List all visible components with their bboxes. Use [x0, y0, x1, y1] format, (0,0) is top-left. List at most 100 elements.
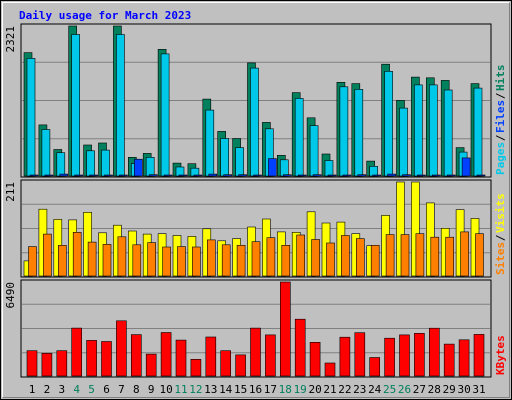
legend-separator: /: [494, 134, 507, 141]
day-label: 9: [148, 383, 155, 396]
sites-bar: [117, 236, 127, 277]
sites-bar: [341, 235, 350, 277]
visits-bar: [396, 181, 405, 277]
pages-bar: [104, 174, 113, 177]
day-label: 22: [338, 383, 351, 396]
kbytes-bar: [399, 334, 410, 377]
day-label: 5: [88, 383, 95, 396]
files-bar: [294, 98, 304, 177]
files-bar: [473, 87, 483, 177]
kbytes-bar: [384, 337, 395, 377]
files-bar: [339, 86, 349, 177]
day-label: 13: [204, 383, 217, 396]
legend-hits: Hits: [494, 65, 507, 92]
legend-kbytes: KBytes: [494, 335, 507, 375]
kbytes-bar: [116, 320, 127, 377]
pages-bar: [461, 157, 471, 177]
files-bar: [175, 166, 185, 177]
day-label: 8: [133, 383, 140, 396]
sites-bar: [415, 233, 425, 277]
visits-bar: [411, 181, 420, 277]
y-max-label: 6490: [4, 282, 17, 309]
pages-bar: [178, 174, 188, 177]
sites-bar: [72, 232, 82, 277]
day-label: 29: [443, 383, 456, 396]
sites-bar: [28, 246, 37, 277]
day-label: 6: [103, 383, 110, 396]
kbytes-bar: [354, 332, 366, 377]
day-label: 20: [308, 383, 321, 396]
sites-bar: [177, 246, 186, 277]
pages-bar: [342, 174, 352, 177]
files-bar: [309, 125, 319, 177]
files-bar: [384, 71, 393, 177]
day-label: 2: [44, 383, 51, 396]
legend-visits: Visits: [494, 193, 507, 233]
day-label: 28: [428, 383, 441, 396]
kbytes-bar: [309, 341, 321, 377]
files-bar: [116, 34, 125, 177]
day-label: 17: [264, 383, 277, 396]
pages-bar: [282, 174, 292, 177]
kbytes-bar: [131, 334, 142, 377]
sites-bar: [370, 245, 380, 277]
pages-bar: [44, 174, 54, 177]
sites-bar: [385, 234, 395, 277]
sites-bar: [251, 241, 261, 277]
day-label: 27: [413, 383, 426, 396]
kbytes-bar: [56, 350, 68, 377]
files-bar: [414, 84, 423, 177]
files-bar: [71, 34, 80, 177]
legend-sites: Sites: [494, 242, 507, 275]
pages-bar: [446, 174, 456, 177]
legend-separator: /: [494, 234, 507, 241]
pages-bar: [193, 174, 203, 177]
sites-bar: [102, 244, 112, 277]
files-bar: [220, 138, 229, 177]
sites-bar: [43, 233, 52, 277]
kbytes-bar: [86, 340, 97, 377]
pages-bar: [148, 174, 158, 177]
kbytes-bar: [443, 343, 455, 377]
chart-title: Daily usage for March 2023: [19, 9, 191, 22]
kbytes-bar: [220, 350, 231, 377]
kbytes-bar: [101, 341, 112, 377]
y-max-label: 211: [4, 182, 17, 202]
kbytes-bar: [145, 353, 157, 377]
pages-bar: [312, 174, 322, 177]
sites-bar: [326, 242, 335, 277]
sites-bar: [281, 245, 291, 277]
sites-bar: [296, 234, 306, 277]
day-label: 31: [472, 383, 485, 396]
files-bar: [443, 89, 453, 177]
pages-bar: [223, 174, 232, 177]
files-bar: [235, 147, 244, 177]
sites-bar: [355, 238, 365, 277]
legend-pages: Pages: [494, 142, 507, 175]
pages-bar: [431, 174, 441, 177]
sites-bar: [221, 244, 231, 277]
sites-bar: [445, 236, 455, 277]
kbytes-bar: [339, 336, 351, 377]
files-bar: [56, 152, 66, 177]
pages-bar: [74, 174, 83, 177]
files-bar: [101, 149, 110, 177]
files-bar: [41, 129, 51, 177]
day-label: 7: [118, 383, 125, 396]
day-label: 12: [189, 383, 202, 396]
files-bar: [26, 58, 36, 177]
day-label: 3: [58, 383, 65, 396]
legend-separator: /: [494, 92, 507, 99]
day-label: 25: [383, 383, 396, 396]
day-label: 1: [29, 383, 36, 396]
pages-bar: [253, 174, 262, 177]
sites-bar: [147, 242, 156, 277]
kbytes-bar: [160, 332, 172, 377]
pages-bar: [402, 174, 411, 177]
pages-bar: [297, 174, 307, 177]
pages-bar: [119, 174, 128, 177]
day-label: 30: [457, 383, 470, 396]
